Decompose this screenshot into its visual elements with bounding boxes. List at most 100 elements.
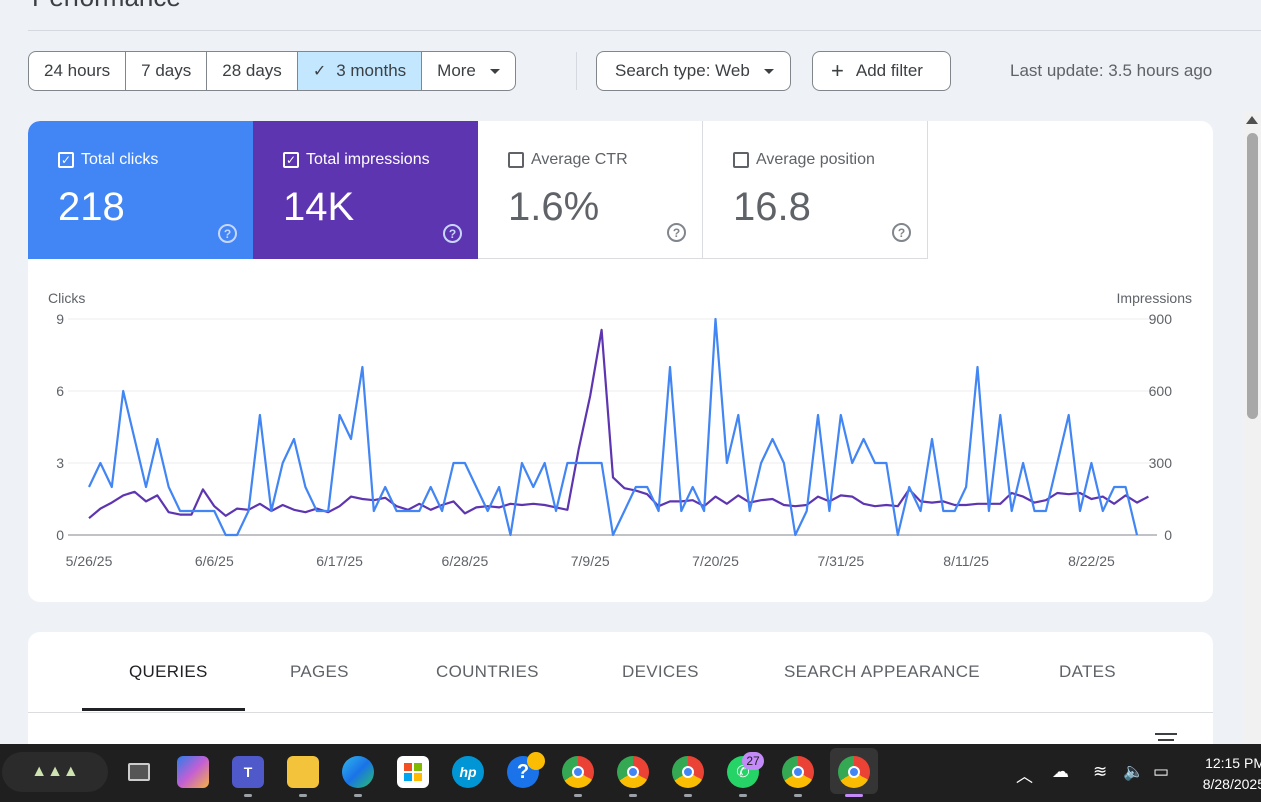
right-tick-label: 900 <box>1149 311 1173 327</box>
right-tick-label: 0 <box>1164 527 1172 543</box>
volume-icon[interactable]: 🔈 <box>1123 762 1145 781</box>
header-divider <box>28 30 1261 31</box>
check-icon: ✓ <box>312 63 327 80</box>
teams-icon[interactable]: T <box>232 756 264 788</box>
checkbox-checked-icon[interactable]: ✓ <box>283 152 299 168</box>
metric-average-position[interactable]: Average position 16.8 ? <box>703 121 928 259</box>
copilot-icon[interactable] <box>177 756 209 788</box>
whatsapp-badge: 27 <box>742 752 764 770</box>
metric-value: 218 <box>58 185 125 229</box>
scrollbar-thumb[interactable] <box>1247 133 1258 419</box>
metric-label: Total impressions <box>306 151 430 168</box>
left-tick-label: 3 <box>56 455 64 471</box>
chrome-icon[interactable] <box>838 756 870 788</box>
x-tick-label: 5/26/25 <box>66 553 113 569</box>
search-type-label: Search type: Web <box>615 61 750 80</box>
help-icon[interactable]: ? <box>443 224 462 243</box>
x-tick-label: 6/28/25 <box>442 553 489 569</box>
tab-search-appearance[interactable]: SEARCH APPEARANCE <box>784 662 980 681</box>
store-icon[interactable] <box>397 756 429 788</box>
tab-queries[interactable]: QUERIES <box>129 662 208 681</box>
checkbox-unchecked-icon[interactable] <box>508 152 524 168</box>
chevron-up-icon[interactable]: ︿ <box>1016 767 1033 786</box>
chevron-down-icon <box>489 68 500 74</box>
task-view-icon[interactable] <box>123 756 155 788</box>
wifi-icon[interactable]: ≋ <box>1093 762 1108 781</box>
metric-label: Average position <box>756 151 875 168</box>
running-indicator <box>684 794 692 797</box>
notification-dot <box>527 752 545 770</box>
metric-label: Total clicks <box>81 151 159 168</box>
widgets-icon[interactable]: ▲▲▲ <box>2 752 108 792</box>
help-icon[interactable]: ? <box>507 756 539 788</box>
checkbox-unchecked-icon[interactable] <box>733 152 749 168</box>
range-7-days-button[interactable]: 7 days <box>126 52 208 90</box>
chrome-icon[interactable] <box>617 756 649 788</box>
right-tick-label: 600 <box>1149 383 1173 399</box>
tabs-divider <box>28 712 1213 713</box>
tab-devices[interactable]: DEVICES <box>622 662 699 681</box>
help-icon[interactable]: ? <box>667 223 686 242</box>
help-icon[interactable]: ? <box>218 224 237 243</box>
left-axis-label: Clicks <box>48 290 85 306</box>
range-24-hours-button[interactable]: 24 hours <box>29 52 127 90</box>
add-filter-button[interactable]: + Add filter <box>812 51 951 91</box>
metric-total-impressions[interactable]: ✓ Total impressions 14K ? <box>253 121 478 259</box>
range-28-days-button[interactable]: 28 days <box>207 52 298 90</box>
battery-icon[interactable]: ▭ <box>1153 762 1170 781</box>
x-tick-label: 7/20/25 <box>692 553 739 569</box>
scroll-up-icon[interactable] <box>1246 116 1258 124</box>
add-filter-label: Add filter <box>855 61 923 80</box>
chrome-icon[interactable] <box>672 756 704 788</box>
tab-countries[interactable]: COUNTRIES <box>436 662 539 681</box>
range-label: 28 days <box>222 61 282 80</box>
x-tick-label: 6/6/25 <box>195 553 234 569</box>
chevron-down-icon <box>763 68 774 74</box>
metric-total-clicks[interactable]: ✓ Total clicks 218 ? <box>28 121 253 259</box>
help-icon[interactable]: ? <box>892 223 911 242</box>
series-line-impressions <box>88 328 1149 520</box>
left-tick-label: 9 <box>56 311 64 327</box>
x-tick-label: 8/22/25 <box>1068 553 1115 569</box>
range-label: 24 hours <box>44 61 111 80</box>
x-tick-label: 6/17/25 <box>316 553 363 569</box>
clock-time: 12:15 PM <box>1205 755 1261 771</box>
running-indicator <box>739 794 747 797</box>
x-tick-label: 8/11/25 <box>943 553 989 569</box>
range-label: 7 days <box>141 61 192 80</box>
onedrive-icon[interactable]: ☁ <box>1052 762 1069 781</box>
running-indicator <box>794 794 802 797</box>
metric-average-ctr[interactable]: Average CTR 1.6% ? <box>478 121 703 259</box>
toolbar-divider <box>576 52 577 90</box>
active-indicator <box>845 794 863 797</box>
right-tick-label: 300 <box>1149 455 1173 471</box>
search-type-dropdown[interactable]: Search type: Web <box>596 51 791 91</box>
edge-icon[interactable] <box>342 756 374 788</box>
running-indicator <box>244 794 252 797</box>
tab-dates[interactable]: DATES <box>1059 662 1116 681</box>
series-line-clicks <box>88 317 1139 537</box>
running-indicator <box>574 794 582 797</box>
tab-pages[interactable]: PAGES <box>290 662 349 681</box>
x-tick-label: 7/31/25 <box>817 553 864 569</box>
right-axis-label: Impressions <box>1117 290 1192 306</box>
metric-label: Average CTR <box>531 151 628 168</box>
clock-date: 8/28/2025 <box>1202 776 1261 792</box>
chrome-icon[interactable] <box>562 756 594 788</box>
range-3-months-button[interactable]: ✓ 3 months <box>297 52 423 90</box>
report-tabs-card: QUERIES PAGES COUNTRIES DEVICES SEARCH A… <box>28 632 1213 762</box>
checkbox-checked-icon[interactable]: ✓ <box>58 152 74 168</box>
range-more-button[interactable]: More <box>422 52 515 90</box>
file-explorer-icon[interactable] <box>287 756 319 788</box>
page-title: Performance <box>32 0 181 13</box>
chrome-icon[interactable] <box>782 756 814 788</box>
date-range-selector: 24 hours 7 days 28 days ✓ 3 months More <box>28 51 516 91</box>
active-tab-indicator <box>82 708 245 711</box>
filter-rows-icon[interactable] <box>1155 733 1177 745</box>
last-update-text: Last update: 3.5 hours ago <box>1010 61 1213 80</box>
taskbar-clock[interactable]: 12:15 PM 8/28/2025 <box>1195 753 1261 795</box>
hp-icon[interactable]: hp <box>452 756 484 788</box>
metric-value: 16.8 <box>733 185 811 229</box>
performance-card: ✓ Total clicks 218 ? ✓ Total impressions 1… <box>28 121 1213 602</box>
metric-value: 1.6% <box>508 185 600 229</box>
